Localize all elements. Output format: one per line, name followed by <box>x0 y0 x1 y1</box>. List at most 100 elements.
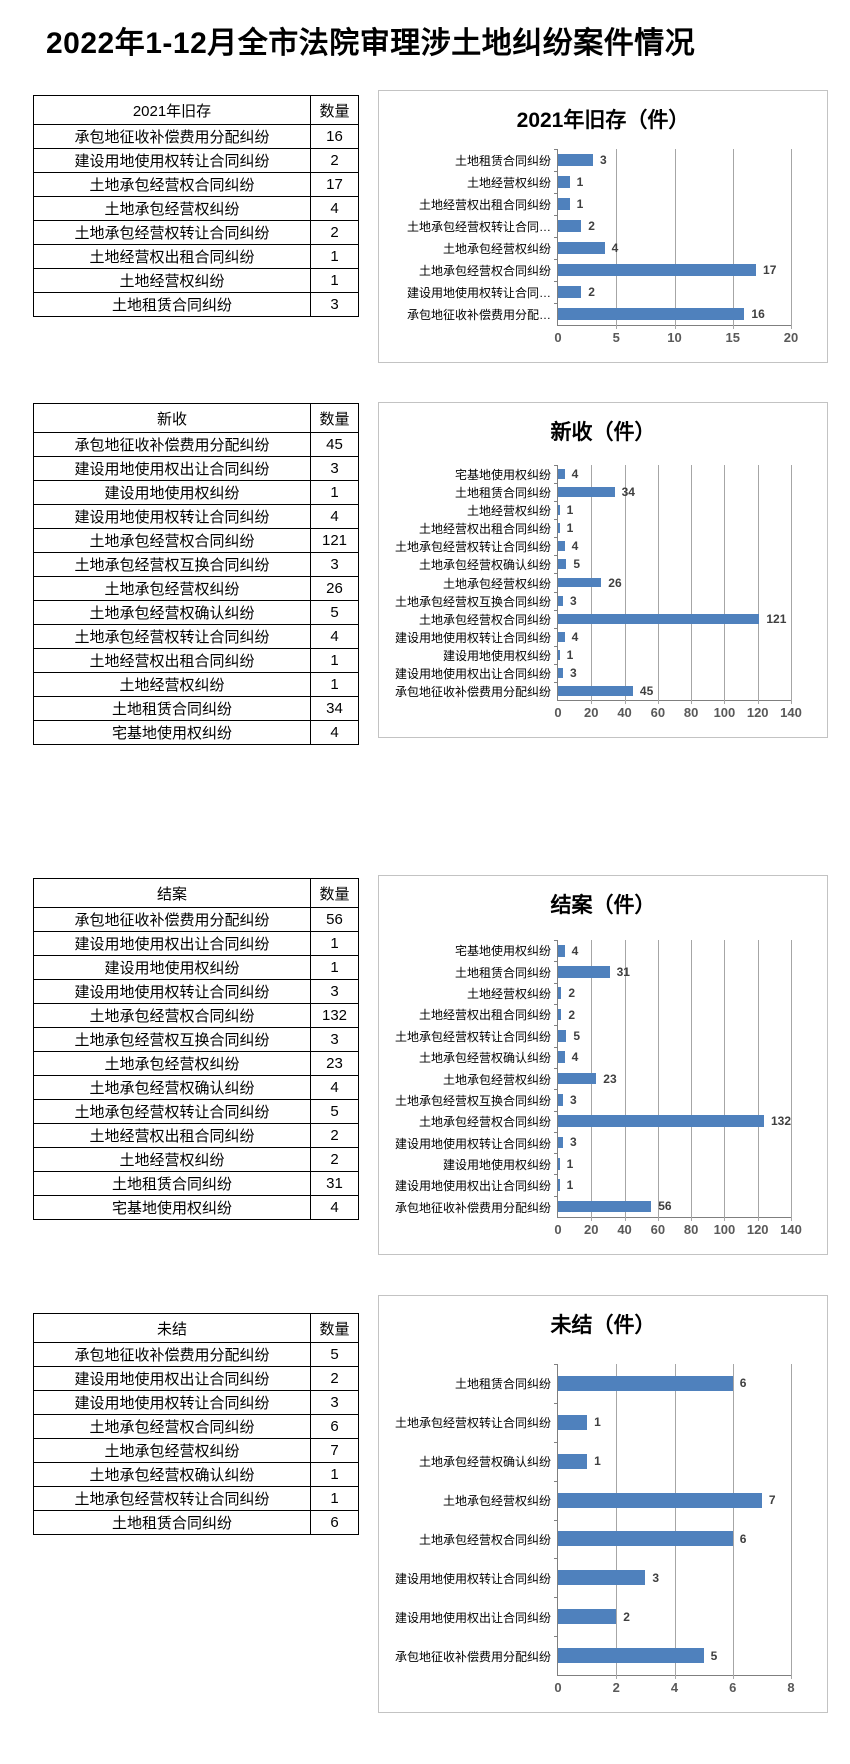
table-row: 建设用地使用权转让合同纠纷 2 <box>33 148 359 173</box>
case-count-cell: 5 <box>310 1342 359 1367</box>
bar <box>558 613 760 624</box>
case-type-cell: 土地承包经营权确认纠纷 <box>33 1462 311 1487</box>
gridline <box>724 465 726 704</box>
gridline <box>791 465 792 704</box>
case-type-cell: 承包地征收补偿费用分配纠纷 <box>33 124 311 149</box>
table-row: 建设用地使用权转让合同纠纷 3 <box>33 1390 359 1415</box>
case-type-cell: 建设用地使用权纠纷 <box>33 480 311 505</box>
chart-plot-area: 4 34 1 1 4 5 26 3 121 4 1 3 45 0 20 40 60 80 100 120 140 <box>554 465 802 719</box>
case-count-cell: 45 <box>310 432 359 457</box>
chart-category-label: 土地承包经营权互换合同纠纷 <box>394 1093 551 1108</box>
table-category-header: 2021年旧存 <box>33 95 311 125</box>
chart-bar-row: 3 <box>554 1131 791 1153</box>
case-count-cell: 23 <box>310 1051 359 1076</box>
chart-category-axis: 宅基地使用权纠纷 土地租赁合同纠纷 土地经营权纠纷 土地经营权出租合同纠纷 土地承包经营… <box>387 940 557 1218</box>
case-count-cell: 31 <box>310 1171 359 1196</box>
bar-value-label: 1 <box>566 1178 574 1193</box>
case-type-cell: 建设用地使用权出让合同纠纷 <box>33 931 311 956</box>
table-header-row: 未结 数量 <box>33 1313 359 1343</box>
case-type-cell: 土地租赁合同纠纷 <box>33 1171 311 1196</box>
chart-bar-row: 23 <box>554 1067 791 1089</box>
page-title: 2022年1-12月全市法院审理涉土地纠纷案件情况 <box>46 27 696 60</box>
bar-value-label: 4 <box>571 1050 579 1065</box>
bar-value-label: 132 <box>770 1114 791 1129</box>
x-axis: 0 20 40 60 80 100 120 140 <box>554 700 801 722</box>
case-count-cell: 1 <box>310 672 359 697</box>
table-category-header: 未结 <box>33 1313 311 1343</box>
x-axis-tick-label: 60 <box>650 1222 666 1237</box>
case-type-cell: 土地承包经营权转让合同纠纷 <box>33 624 311 649</box>
bar-value-label: 2 <box>588 219 595 233</box>
table-quantity-header: 数量 <box>310 1313 359 1343</box>
bar-value-label: 16 <box>751 307 765 321</box>
case-type-cell: 土地租赁合同纠纷 <box>33 1510 311 1535</box>
chart-bar-row: 26 <box>554 573 791 591</box>
chart-category-label: 建设用地使用权出让合同纠纷 <box>394 1179 551 1194</box>
chart-bar-row: 2 <box>554 982 791 1004</box>
bar <box>558 1179 560 1191</box>
chart-category-label: 土地承包经营权合同纠纷 <box>418 264 551 279</box>
bar <box>558 577 602 588</box>
case-type-cell: 土地承包经营权纠纷 <box>33 1438 311 1463</box>
table-row: 土地经营权纠纷 2 <box>33 1147 359 1172</box>
x-axis-tick-label: 2 <box>612 1680 620 1695</box>
bar-value-label: 17 <box>763 263 777 277</box>
case-type-cell: 土地经营权纠纷 <box>33 268 311 293</box>
chart-category-label: 建设用地使用权转让合同纠纷 <box>394 1136 551 1151</box>
chart-bar-row: 5 <box>554 1025 791 1046</box>
chart-category-label: 土地经营权出租合同纠纷 <box>418 1008 551 1023</box>
case-count-cell: 4 <box>310 1195 359 1220</box>
x-axis-tick-label: 40 <box>617 705 632 720</box>
bar-value-label: 26 <box>608 575 622 590</box>
chart-bar-row: 132 <box>554 1110 791 1132</box>
case-count-cell: 4 <box>310 1075 359 1100</box>
table-row: 土地承包经营权纠纷 4 <box>33 196 359 221</box>
chart-category-label: 建设用地使用权出让合同纠纷 <box>394 1611 551 1625</box>
table-new-cases: 新收 数量 承包地征收补偿费用分配纠纷 45 建设用地使用权出让合同纠纷 3 建设用地使… <box>33 403 359 745</box>
chart-panel-closed-cases: 结案（件） 宅基地使用权纠纷 土地租赁合同纠纷 土地经营权纠纷 土地经营权出租合同纠纷… <box>378 875 828 1255</box>
bar-value-label: 2 <box>568 1007 576 1022</box>
bar <box>558 1453 588 1469</box>
case-type-cell: 土地经营权纠纷 <box>33 672 311 697</box>
table-row: 土地经营权纠纷 1 <box>33 672 359 697</box>
gridline <box>691 465 693 704</box>
chart-bar-row: 4 <box>554 237 791 259</box>
bar <box>558 1030 567 1042</box>
bar-value-label: 34 <box>621 485 635 500</box>
case-count-cell: 3 <box>310 1390 359 1415</box>
table-row: 土地承包经营权纠纷 23 <box>33 1051 359 1076</box>
chart-body: 宅基地使用权纠纷 土地租赁合同纠纷 土地经营权纠纷 土地经营权出租合同纠纷 土地承包经营… <box>387 940 802 1236</box>
table-row: 土地承包经营权确认纠纷 5 <box>33 600 359 625</box>
table-row: 土地租赁合同纠纷 3 <box>33 292 359 317</box>
case-type-cell: 土地承包经营权转让合同纠纷 <box>33 220 311 245</box>
bar-value-label: 3 <box>599 153 607 167</box>
chart-bar-row: 6 <box>554 1519 791 1559</box>
table-row: 宅基地使用权纠纷 4 <box>33 1195 359 1220</box>
table-row: 土地承包经营权互换合同纠纷 3 <box>33 1027 359 1052</box>
bar <box>558 219 582 233</box>
x-axis: 0 20 40 60 80 100 120 140 <box>554 1217 801 1239</box>
bar-value-label: 1 <box>566 647 574 662</box>
bar <box>558 285 582 299</box>
chart-panel-new-cases: 新收（件） 宅基地使用权纠纷 土地租赁合同纠纷 土地经营权纠纷 土地经营权出租合同纠纷… <box>378 402 828 738</box>
case-count-cell: 121 <box>310 528 359 553</box>
case-count-cell: 16 <box>310 124 359 149</box>
case-type-cell: 土地租赁合同纠纷 <box>33 696 311 721</box>
table-row: 土地承包经营权互换合同纠纷 3 <box>33 552 359 577</box>
bar-value-label: 1 <box>566 1156 574 1171</box>
bar-value-label: 4 <box>571 629 579 644</box>
table-row: 土地经营权纠纷 1 <box>33 268 359 293</box>
case-count-cell: 1 <box>310 1462 359 1487</box>
x-axis-tick-label: 6 <box>729 1680 737 1695</box>
chart-bar-row: 56 <box>554 1195 791 1217</box>
x-axis-tick-label: 120 <box>746 705 769 720</box>
case-type-cell: 土地承包经营权互换合同纠纷 <box>33 1027 311 1052</box>
chart-bar-row: 5 <box>554 555 791 573</box>
gridline <box>624 465 626 704</box>
chart-category-label: 土地承包经营权合同纠纷 <box>418 1115 551 1130</box>
bar-value-label: 2 <box>623 1609 630 1624</box>
case-count-cell: 17 <box>310 172 359 197</box>
bar-value-label: 3 <box>569 1092 577 1107</box>
bar <box>558 1570 646 1586</box>
